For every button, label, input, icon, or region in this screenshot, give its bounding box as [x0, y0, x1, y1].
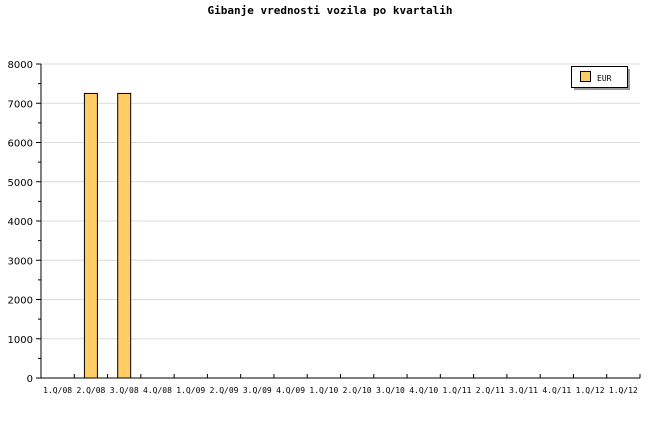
- y-tick-label: 5000: [8, 178, 33, 189]
- x-tick-label: 1.Q/12: [609, 386, 638, 395]
- x-tick-label: 3.Q/11: [509, 386, 538, 395]
- bar: [117, 92, 132, 379]
- x-tick-label: 1.Q/10: [309, 386, 338, 395]
- x-tick-label: 4.Q/10: [409, 386, 438, 395]
- chart-title: Gibanje vrednosti vozila po kvartalih: [207, 4, 453, 17]
- y-tick-label: 3000: [8, 256, 33, 267]
- y-tick-label: 6000: [8, 139, 33, 150]
- y-tick-label: 4000: [8, 217, 33, 228]
- bar: [83, 92, 98, 379]
- x-tick-label: 2.Q/09: [210, 386, 239, 395]
- y-tick-label: 0: [27, 374, 33, 385]
- x-tick-label: 4.Q/08: [143, 386, 172, 395]
- x-tick-label: 4.Q/09: [276, 386, 305, 395]
- y-tick-label: 8000: [8, 60, 33, 71]
- y-tick-label: 7000: [8, 99, 33, 110]
- y-tick-label: 1000: [8, 335, 33, 346]
- x-tick-label: 2.Q/08: [76, 386, 105, 395]
- legend-swatch: [580, 71, 591, 82]
- x-tick-label: 1.Q/08: [43, 386, 72, 395]
- x-tick-label: 1.Q/09: [176, 386, 205, 395]
- x-tick-label: 2.Q/11: [476, 386, 505, 395]
- x-tick-label: 3.Q/08: [110, 386, 139, 395]
- x-tick-label: 3.Q/09: [243, 386, 272, 395]
- x-tick-label: 4.Q/11: [542, 386, 571, 395]
- legend-label: EUR: [597, 74, 612, 83]
- x-tick-label: 1.Q/11: [443, 386, 472, 395]
- x-tick-label: 3.Q/10: [376, 386, 405, 395]
- x-tick-label: 1.Q/12: [576, 386, 605, 395]
- x-tick-label: 2.Q/10: [343, 386, 372, 395]
- y-tick-label: 2000: [8, 296, 33, 307]
